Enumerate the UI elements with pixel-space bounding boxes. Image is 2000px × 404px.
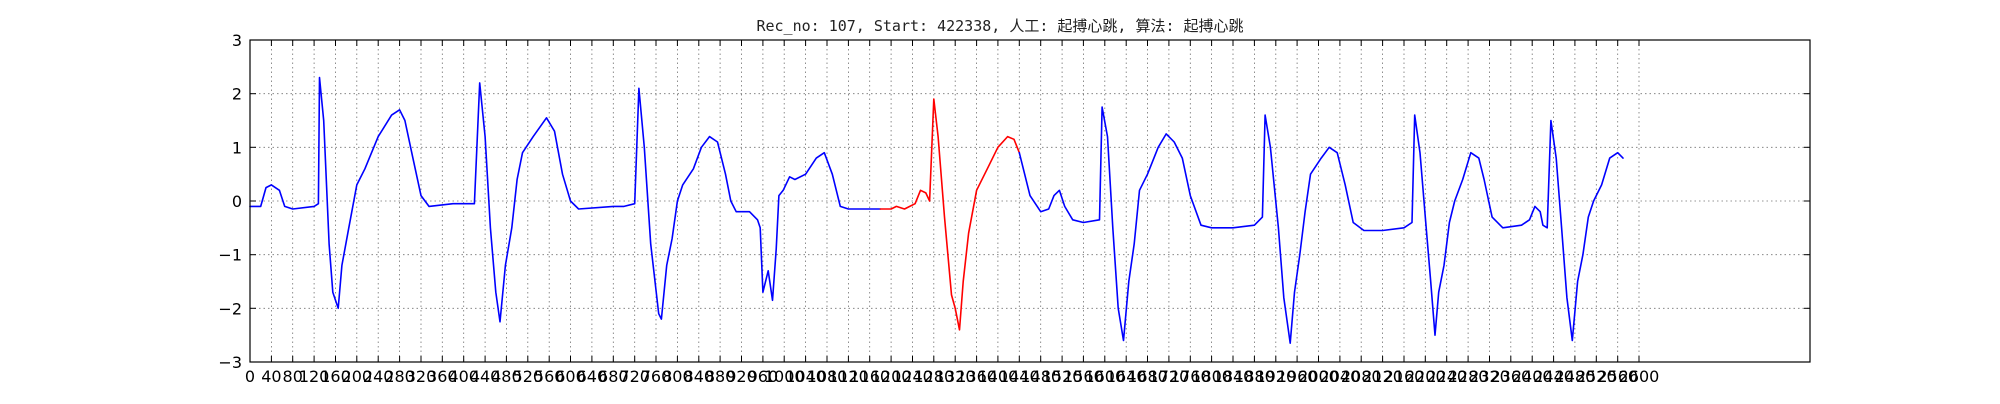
x-tick-label: 2600 xyxy=(1619,367,1660,386)
x-tick-label: 440 xyxy=(470,367,501,386)
x-tick-label: 920 xyxy=(726,367,757,386)
x-tick-label: 1080 xyxy=(807,367,848,386)
x-tick-label: 1280 xyxy=(913,367,954,386)
x-tick-label: 560 xyxy=(534,367,565,386)
x-tick-label: 1240 xyxy=(892,367,933,386)
x-tick-label: 760 xyxy=(641,367,672,386)
x-tick-label: 1960 xyxy=(1277,367,1318,386)
x-tick-label: 2280 xyxy=(1448,367,1489,386)
x-tick-label: 240 xyxy=(363,367,394,386)
x-tick-label: 2080 xyxy=(1341,367,1382,386)
x-tick-label: 1480 xyxy=(1020,367,1061,386)
x-tick-label: 200 xyxy=(342,367,373,386)
y-tick-label: 1 xyxy=(232,138,242,157)
x-tick-label: 2160 xyxy=(1384,367,1425,386)
x-tick-label: 1880 xyxy=(1234,367,1275,386)
x-tick-label: 400 xyxy=(448,367,479,386)
x-tick-label: 2240 xyxy=(1426,367,1467,386)
x-tick-label: 1360 xyxy=(956,367,997,386)
x-tick-label: 1720 xyxy=(1149,367,1190,386)
x-tick-label: 800 xyxy=(662,367,693,386)
x-tick-label: 1040 xyxy=(785,367,826,386)
x-tick-label: 640 xyxy=(577,367,608,386)
x-tick-label: 480 xyxy=(491,367,522,386)
x-tick-label: 2000 xyxy=(1298,367,1339,386)
x-tick-label: 2120 xyxy=(1362,367,1403,386)
x-tick-label: 2320 xyxy=(1469,367,1510,386)
x-tick-label: 1120 xyxy=(828,367,869,386)
x-tick-label: 120 xyxy=(299,367,330,386)
x-tick-label: 600 xyxy=(555,367,586,386)
x-tick-label: 1760 xyxy=(1170,367,1211,386)
x-tick-label: 1320 xyxy=(935,367,976,386)
x-tick-label: 1680 xyxy=(1127,367,1168,386)
x-tick-label: 2360 xyxy=(1490,367,1531,386)
x-tick-label: 2200 xyxy=(1405,367,1446,386)
y-tick-label: −1 xyxy=(218,246,242,265)
x-tick-label: 2520 xyxy=(1576,367,1617,386)
x-tick-label: 2560 xyxy=(1597,367,1638,386)
x-tick-label: 720 xyxy=(619,367,650,386)
ticks: 0 40 8012016020024028032036040044048052056… xyxy=(218,31,1810,386)
ecg-series-line-0 xyxy=(249,76,882,323)
ecg-series-line-2 xyxy=(1018,106,1624,345)
y-tick-label: −2 xyxy=(218,299,242,318)
x-tick-label: 1840 xyxy=(1213,367,1254,386)
x-tick-label: 680 xyxy=(598,367,629,386)
x-tick-label: 1920 xyxy=(1255,367,1296,386)
x-tick-label: 2400 xyxy=(1512,367,1553,386)
x-tick-label: 1200 xyxy=(871,367,912,386)
x-tick-label: 360 xyxy=(427,367,458,386)
grid xyxy=(250,40,1810,362)
chart-title: Rec_no: 107, Start: 422338, 人工: 起搏心跳, 算法… xyxy=(756,17,1243,35)
x-tick-label: 80 xyxy=(283,367,303,386)
x-tick-label: 2480 xyxy=(1555,367,1596,386)
x-tick-label: 320 xyxy=(406,367,437,386)
y-tick-label: 3 xyxy=(232,31,242,50)
x-tick-label: 1640 xyxy=(1106,367,1147,386)
x-tick-label: 1800 xyxy=(1191,367,1232,386)
y-tick-label: 0 xyxy=(232,192,242,211)
ecg-series-line-1 xyxy=(879,98,1021,331)
x-tick-label: 1400 xyxy=(978,367,1019,386)
x-tick-label: 40 xyxy=(261,367,281,386)
x-tick-label: 280 xyxy=(384,367,415,386)
x-tick-label: 520 xyxy=(513,367,544,386)
y-tick-label: 2 xyxy=(232,85,242,104)
x-tick-label: 1000 xyxy=(764,367,805,386)
x-tick-label: 1560 xyxy=(1063,367,1104,386)
series-layer xyxy=(249,76,1624,345)
x-tick-label: 960 xyxy=(748,367,779,386)
y-tick-label: −3 xyxy=(218,353,242,372)
x-tick-label: 2440 xyxy=(1533,367,1574,386)
x-tick-label: 880 xyxy=(705,367,736,386)
x-tick-label: 1440 xyxy=(999,367,1040,386)
x-tick-label: 1600 xyxy=(1084,367,1125,386)
x-tick-label: 1160 xyxy=(849,367,890,386)
x-tick-label: 1520 xyxy=(1042,367,1083,386)
x-tick-label: 160 xyxy=(320,367,351,386)
x-tick-label: 0 xyxy=(245,367,255,386)
x-tick-label: 2040 xyxy=(1320,367,1361,386)
x-tick-label: 840 xyxy=(684,367,715,386)
